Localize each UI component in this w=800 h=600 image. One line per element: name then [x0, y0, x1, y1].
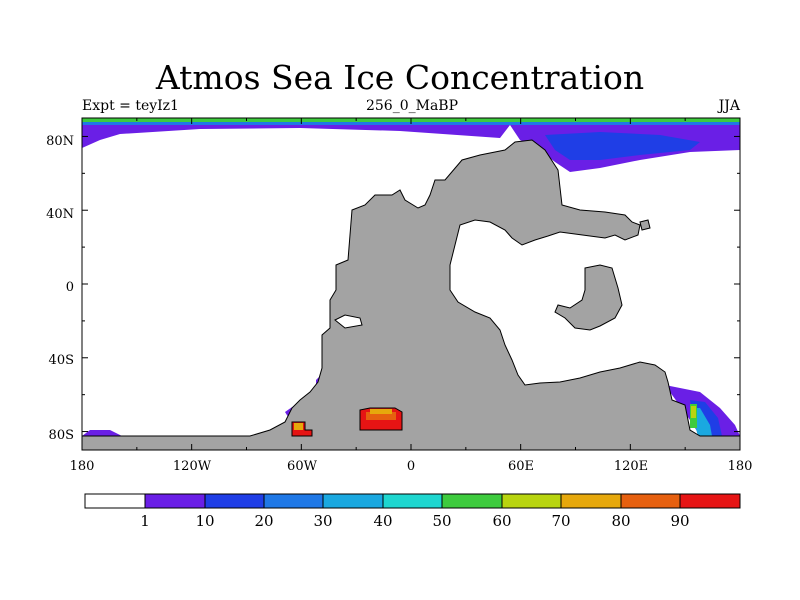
y-tick-label: 40N [46, 207, 74, 222]
x-tick-label: 180 [728, 459, 753, 474]
colorbar-swatch [84, 493, 146, 509]
land-masses [81, 139, 741, 451]
y-tick-label: 0 [66, 280, 74, 295]
ice-yellow-140e [691, 406, 696, 418]
ice-fringe-180 [82, 430, 122, 436]
colorbar-label: 10 [195, 512, 214, 530]
ice-core-northeast [545, 132, 700, 160]
map-title: Atmos Sea Ice Concentration [155, 58, 645, 97]
colorbar-label: 90 [670, 512, 689, 530]
landmass-islet [639, 219, 651, 231]
time-label: 256_0_MaBP [365, 98, 459, 114]
season-label: JJA [718, 98, 740, 114]
colorbar-label: 50 [432, 512, 451, 530]
colorbar-label: 30 [313, 512, 332, 530]
x-tick-label: 60E [508, 459, 534, 474]
colorbar-swatch [382, 493, 443, 509]
y-tick-marks [82, 135, 740, 433]
arctic-sea-ice [82, 118, 740, 172]
colorbar-label: 80 [611, 512, 630, 530]
colorbar: 1 10 20 30 40 50 60 70 80 90 [84, 493, 741, 530]
landmass-pangaea [81, 139, 741, 451]
y-tick-label: 40S [49, 353, 74, 368]
colorbar-label: 20 [254, 512, 273, 530]
colorbar-swatch [144, 493, 206, 509]
x-tick-label: 120W [173, 459, 212, 474]
colorbar-label: 70 [551, 512, 570, 530]
x-tick-marks [81, 118, 741, 450]
colorbar-swatch [441, 493, 503, 509]
colorbar-swatch [322, 493, 384, 509]
colorbar-swatch [263, 493, 324, 509]
colorbar-label: 60 [492, 512, 511, 530]
high-ice-patches [291, 407, 403, 437]
colorbar-swatch [679, 493, 741, 509]
colorbar-label: 40 [373, 512, 392, 530]
colorbar-swatch [560, 493, 622, 509]
x-tick-label: 60W [287, 459, 318, 474]
x-tick-label: 120E [614, 459, 648, 474]
colorbar-label: 1 [140, 512, 150, 530]
y-tick-label: 80S [49, 428, 74, 443]
colorbar-swatch [204, 493, 265, 509]
ice-band-northwest [82, 125, 510, 148]
ice-patch-20w-top [370, 409, 392, 414]
x-tick-label: 0 [407, 459, 415, 474]
x-tick-label: 180 [70, 459, 95, 474]
inlet-west [334, 314, 363, 329]
ice-patch-60w-inner [294, 423, 303, 430]
landmass-island-east [554, 264, 623, 331]
experiment-label: Expt = teyIz1 [82, 98, 179, 114]
y-tick-label: 80N [46, 134, 74, 149]
colorbar-swatch [620, 493, 681, 509]
colorbar-swatch [501, 493, 562, 509]
